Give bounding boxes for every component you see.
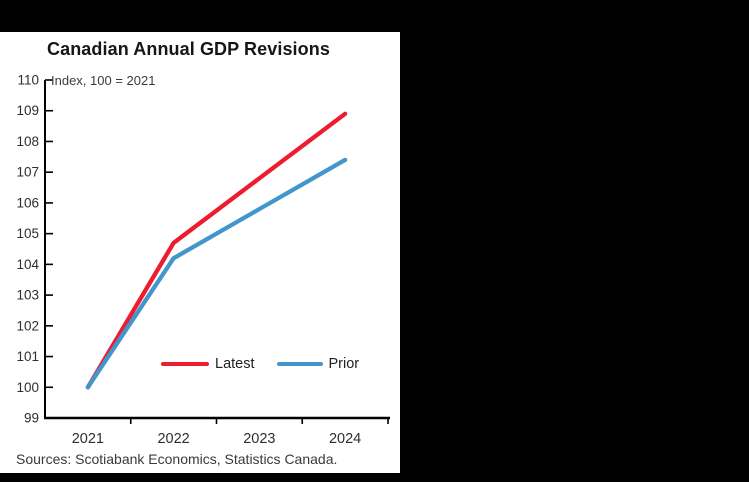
legend-label-latest: Latest [215,356,255,372]
y-tick-label: 102 [16,318,39,333]
legend-label-prior: Prior [328,356,360,372]
y-tick-label: 109 [16,103,39,118]
x-tick-label: 2022 [157,431,189,447]
index-axis-note: Index, 100 = 2021 [51,73,156,88]
legend-swatch-prior [276,361,323,367]
chart-title: Canadian Annual GDP Revisions [47,39,330,59]
x-tick-label: 2024 [329,431,361,447]
legend: Latest Prior [161,356,359,372]
series-line-latest [85,111,348,390]
source-note: Sources: Scotiabank Economics, Statistic… [16,451,338,467]
legend-swatch-latest [161,361,209,367]
y-tick-label: 101 [16,349,39,364]
chart-canvas: 99 100 101 102 103 104 105 106 107 108 109 110 2021 2… [16,73,390,447]
y-tick-label: 105 [16,226,39,241]
x-tick-label: 2021 [72,431,104,447]
y-tick-label: 110 [17,73,39,88]
y-tick-label: 104 [16,257,39,272]
y-tick-label: 100 [16,380,39,395]
y-tick-label: 103 [16,288,39,303]
chart-panel: Canadian Annual GDP Revisions 99 100 101 10… [0,32,400,473]
series-line-prior [85,157,348,390]
x-tick-label: 2023 [243,431,275,447]
y-tick-label: 106 [16,195,39,210]
y-tick-label: 107 [16,165,39,180]
y-tick-label: 99 [24,411,39,426]
y-tick-label: 108 [16,134,39,149]
